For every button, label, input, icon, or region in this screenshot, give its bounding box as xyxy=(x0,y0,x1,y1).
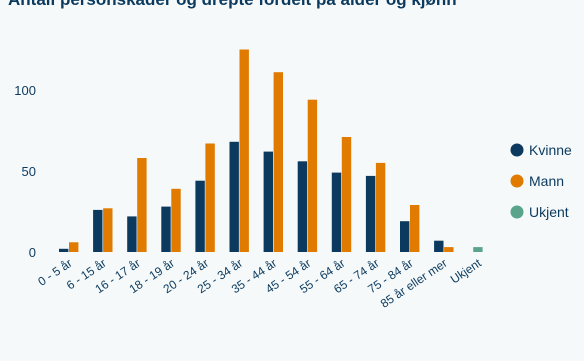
legend-label: Ukjent xyxy=(529,204,569,220)
bar-kvinne-4[interactable] xyxy=(195,180,205,252)
bar-kvinne-5[interactable] xyxy=(229,141,239,252)
bar-mann-6[interactable] xyxy=(273,72,283,252)
bar-mann-1[interactable] xyxy=(103,208,113,252)
bar-mann-8[interactable] xyxy=(341,137,352,252)
bar-kvinne-8[interactable] xyxy=(331,172,342,252)
bar-kvinne-0[interactable] xyxy=(59,248,69,252)
y-tick-label: 100 xyxy=(14,83,36,98)
bar-mann-0[interactable] xyxy=(69,242,79,252)
bar-kvinne-11[interactable] xyxy=(434,240,444,252)
bar-mann-9[interactable] xyxy=(375,162,386,252)
bar-kvinne-9[interactable] xyxy=(365,175,376,252)
legend-item-kvinne[interactable]: Kvinne xyxy=(510,142,573,158)
bar-kvinne-6[interactable] xyxy=(263,151,273,252)
bar-mann-11[interactable] xyxy=(444,247,454,252)
bar-mann-10[interactable] xyxy=(410,205,420,252)
bar-mann-2[interactable] xyxy=(137,158,147,252)
bar-mann-7[interactable] xyxy=(307,99,318,252)
bar-kvinne-10[interactable] xyxy=(400,221,410,252)
legend-label: Kvinne xyxy=(529,142,572,158)
legend-item-mann[interactable]: Mann xyxy=(510,173,565,189)
bar-kvinne-1[interactable] xyxy=(93,209,103,252)
legend-marker xyxy=(510,174,524,188)
bar-mann-4[interactable] xyxy=(205,143,215,253)
y-tick-label: 50 xyxy=(22,164,36,179)
legend-marker xyxy=(510,143,524,157)
x-tick-label: Ukjent xyxy=(448,256,485,287)
bar-kvinne-3[interactable] xyxy=(161,206,171,252)
legend-item-ukjent[interactable]: Ukjent xyxy=(510,204,569,220)
bar-mann-3[interactable] xyxy=(171,188,181,252)
legend-label: Mann xyxy=(529,173,564,189)
legend-marker xyxy=(510,205,524,219)
bar-kvinne-7[interactable] xyxy=(297,161,308,252)
chart-title: Antall personskader og drepte fordelt på… xyxy=(8,0,457,10)
bar-mann-5[interactable] xyxy=(239,49,249,253)
bar-ukjent-12[interactable] xyxy=(473,247,483,252)
y-tick-label: 0 xyxy=(29,245,36,260)
bar-kvinne-2[interactable] xyxy=(127,216,137,252)
